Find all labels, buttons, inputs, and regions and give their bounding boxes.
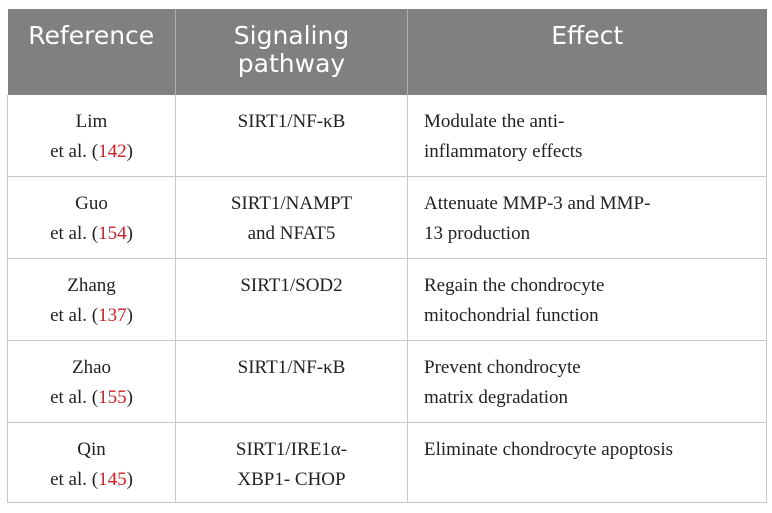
reference-etal: et al. (142) xyxy=(14,137,169,167)
effect-line2: matrix degradation xyxy=(424,386,569,408)
header-row: Reference Signaling pathway Effect xyxy=(7,9,767,95)
sirt1-pathway-table: Reference Signaling pathway Effect Lim e… xyxy=(7,9,767,503)
reference-author: Zhao xyxy=(71,356,112,378)
pathway-line1: SIRT1/SOD2 xyxy=(240,274,343,296)
header-signaling-line2: pathway xyxy=(237,49,346,78)
header-effect-label: Effect xyxy=(551,21,624,50)
effect-cell: Eliminate chondrocyte apoptosis xyxy=(407,422,767,503)
etal-suffix: ) xyxy=(126,386,133,408)
pathway-line2: XBP1- CHOP xyxy=(237,468,346,490)
etal-suffix: ) xyxy=(126,304,133,326)
table-row: Qin et al. (145) SIRT1/IRE1α- XBP1- CHOP… xyxy=(7,422,767,503)
effect-cell: Modulate the anti- inflammatory effects xyxy=(407,95,767,177)
pathway-cell: SIRT1/NF-κB xyxy=(175,340,408,423)
pathway-line1: SIRT1/NAMPT xyxy=(230,192,353,214)
effect-line1: Modulate the anti- xyxy=(424,111,565,132)
citation-link[interactable]: 155 xyxy=(98,386,127,408)
header-effect: Effect xyxy=(407,9,767,95)
citation-link[interactable]: 142 xyxy=(98,141,127,162)
etal-prefix: et al. ( xyxy=(50,468,99,490)
reference-etal: et al. (137) xyxy=(14,301,169,331)
effect-line2: inflammatory effects xyxy=(424,141,583,162)
reference-etal: et al. (155) xyxy=(14,383,169,413)
reference-author: Zhang xyxy=(67,274,116,296)
reference-etal: et al. (145) xyxy=(14,465,169,495)
pathway-cell: SIRT1/NF-κB xyxy=(175,95,408,177)
pathway-line1: SIRT1/NF-κB xyxy=(237,356,346,378)
effect-line1: Eliminate chondrocyte apoptosis xyxy=(424,438,674,460)
pathway-cell: SIRT1/IRE1α- XBP1- CHOP xyxy=(175,422,408,503)
etal-suffix: ) xyxy=(126,222,133,244)
effect-cell: Regain the chondrocyte mitochondrial fun… xyxy=(407,258,767,341)
effect-line1: Prevent chondrocyte xyxy=(424,356,581,378)
citation-link[interactable]: 145 xyxy=(98,468,127,490)
header-signaling-pathway-label: Signaling pathway xyxy=(184,9,399,78)
header-signaling-pathway: Signaling pathway xyxy=(175,9,408,95)
table-row: Zhang et al. (137) SIRT1/SOD2 Regain the… xyxy=(7,258,767,341)
reference-author: Lim xyxy=(75,111,108,132)
etal-prefix: et al. ( xyxy=(50,386,99,408)
etal-prefix: et al. ( xyxy=(50,222,99,244)
etal-suffix: ) xyxy=(126,468,133,490)
effect-line2: 13 production xyxy=(424,222,531,244)
reference-cell: Zhang et al. (137) xyxy=(7,258,176,341)
table-header: Reference Signaling pathway Effect xyxy=(7,9,767,95)
reference-cell: Zhao et al. (155) xyxy=(7,340,176,423)
etal-prefix: et al. ( xyxy=(50,304,99,326)
reference-author: Guo xyxy=(75,192,108,214)
header-signaling-line1: Signaling xyxy=(233,21,350,50)
reference-author: Qin xyxy=(77,438,106,460)
pathway-line2: and NFAT5 xyxy=(247,222,336,244)
pathway-cell: SIRT1/SOD2 xyxy=(175,258,408,341)
pathway-line1: SIRT1/NF-κB xyxy=(237,111,346,132)
pathway-line1: SIRT1/IRE1α- xyxy=(235,438,348,460)
table-row: Zhao et al. (155) SIRT1/NF-κB Prevent ch… xyxy=(7,340,767,423)
table-body: Lim et al. (142) SIRT1/NF-κB Modulate th… xyxy=(7,95,767,503)
citation-link[interactable]: 137 xyxy=(98,304,127,326)
table-row: Guo et al. (154) SIRT1/NAMPT and NFAT5 A… xyxy=(7,176,767,259)
effect-line1: Regain the chondrocyte xyxy=(424,274,605,296)
effect-cell: Attenuate MMP-3 and MMP- 13 production xyxy=(407,176,767,259)
table-row: Lim et al. (142) SIRT1/NF-κB Modulate th… xyxy=(7,95,767,177)
citation-link[interactable]: 154 xyxy=(98,222,127,244)
effect-cell: Prevent chondrocyte matrix degradation xyxy=(407,340,767,423)
etal-suffix: ) xyxy=(126,141,133,162)
pathway-cell: SIRT1/NAMPT and NFAT5 xyxy=(175,176,408,259)
reference-cell: Lim et al. (142) xyxy=(7,95,176,177)
effect-line2: mitochondrial function xyxy=(424,304,599,326)
reference-etal: et al. (154) xyxy=(14,219,169,249)
reference-cell: Qin et al. (145) xyxy=(7,422,176,503)
table-container: Reference Signaling pathway Effect Lim e… xyxy=(7,9,767,503)
effect-line1: Attenuate MMP-3 and MMP- xyxy=(424,192,651,214)
header-reference: Reference xyxy=(7,9,176,95)
reference-cell: Guo et al. (154) xyxy=(7,176,176,259)
header-reference-label: Reference xyxy=(28,21,155,50)
etal-prefix: et al. ( xyxy=(50,141,99,162)
